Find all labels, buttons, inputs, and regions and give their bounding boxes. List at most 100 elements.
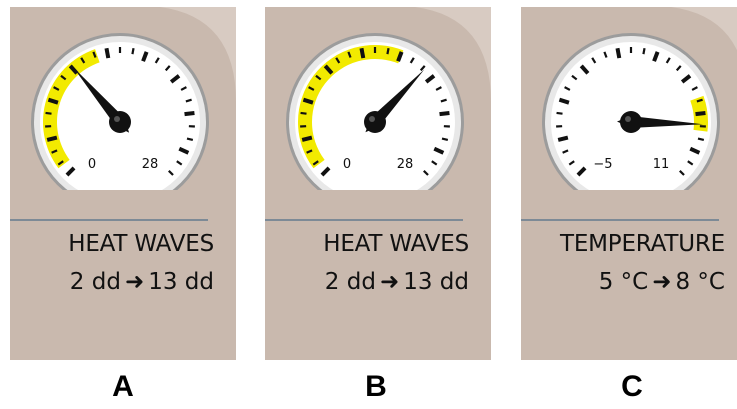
gauge-tick [564, 86, 571, 91]
gauge-tick [579, 64, 590, 75]
gauge-tick [439, 110, 450, 117]
gauge-tick [68, 64, 79, 75]
gauge-tick [176, 160, 183, 166]
gauge-tick [308, 86, 315, 91]
gauge-tick [695, 110, 706, 117]
gauge-tick [104, 47, 111, 59]
gauge-tick [65, 166, 76, 177]
gauge-tick [312, 160, 319, 166]
gauge-tick [680, 74, 692, 84]
needle-hub [620, 111, 642, 133]
panel-corner-shade [160, 7, 236, 102]
panel-corner-shade [415, 7, 491, 102]
gauge-b: 0 28 [265, 7, 491, 219]
panel-b: 0 28 HEAT WAVES 2 dd ➜ 13 dd [265, 7, 491, 360]
value-to: 8 °C [675, 269, 725, 295]
gauge-tick [571, 74, 578, 81]
gauge-tick [51, 149, 58, 154]
gauge-cutoff [10, 190, 236, 219]
gauge-tick [80, 57, 86, 64]
gauge-tick [131, 48, 135, 55]
gauge-tick [302, 97, 314, 105]
gauge-tick [568, 160, 575, 166]
gauge-tick [431, 160, 438, 166]
gauge-tick [424, 74, 436, 84]
needle-hub [109, 111, 131, 133]
highlight-band [42, 49, 100, 169]
gauge-tick [306, 149, 313, 154]
gauge-tick [558, 97, 570, 105]
gauge-tick [300, 111, 307, 115]
divider [265, 219, 463, 221]
gauge-tick [697, 137, 705, 142]
gauge-tick [185, 98, 192, 103]
panel-title: TEMPERATURE [559, 231, 725, 257]
value-from: 2 dd [324, 269, 376, 295]
scale-min-label: −5 [593, 157, 612, 172]
gauge-tick [679, 170, 685, 176]
divider [10, 219, 208, 221]
gauge-tick [557, 135, 569, 142]
gauge-tick [46, 135, 58, 142]
gauge-tick [57, 160, 64, 166]
gauge-tick [359, 47, 366, 59]
gauge-a: 0 28 [10, 7, 236, 219]
gauge-cutoff [265, 190, 491, 219]
scale-min-label: 0 [343, 157, 351, 172]
gauge-tick [53, 86, 60, 91]
gauge-tick [556, 111, 563, 115]
gauge-tick [687, 160, 694, 166]
value-to: 13 dd [148, 269, 214, 295]
scale-max-label: 28 [397, 157, 414, 172]
gauge-tick [186, 137, 194, 142]
gauge-tick [409, 57, 415, 64]
gauge-tick [180, 86, 187, 91]
gauge-tick [576, 166, 587, 177]
gauge-c: −5 11 [521, 7, 737, 219]
panel-title: HEAT WAVES [323, 231, 469, 257]
gauge-tick [591, 57, 597, 64]
scale-min-label: 0 [88, 157, 96, 172]
gauge-tick [691, 86, 698, 91]
gauge-cutoff [521, 190, 737, 219]
gauge-tick [386, 48, 390, 55]
gauge-tick [315, 74, 322, 81]
scale-max-label: 11 [653, 157, 670, 172]
value-from: 5 °C [598, 269, 649, 295]
gauge-tick [696, 98, 703, 103]
gauge-tick [440, 98, 447, 103]
gauge-tick [562, 149, 569, 154]
gauge-tick [169, 74, 181, 84]
gauge-tick [435, 86, 442, 91]
gauge-tick [675, 65, 682, 72]
gauge-tick [92, 51, 97, 58]
needle-hub-shine [369, 116, 375, 122]
divider [521, 219, 719, 221]
gauge-tick [335, 57, 341, 64]
gauge-tick [347, 51, 352, 58]
highlight-band [298, 45, 404, 169]
panel-letter-a: A [112, 370, 134, 403]
gauge-tick [47, 97, 59, 105]
value-to: 13 dd [403, 269, 469, 295]
needle-hub-shine [114, 116, 120, 122]
gauge-tick [320, 166, 331, 177]
scale-max-label: 28 [142, 157, 159, 172]
gauge-tick [652, 51, 660, 62]
panel-c: −5 11 TEMPERATURE 5 °C ➜ 8 °C [521, 7, 737, 360]
gauge-tick [323, 64, 334, 75]
gauge-tick [665, 57, 671, 64]
panel-corner-shade [671, 7, 737, 51]
gauge-tick [441, 137, 449, 142]
gauge-tick [419, 65, 426, 72]
gauge-tick [642, 48, 646, 55]
gauge-tick [301, 135, 313, 142]
gauge-tick [178, 146, 190, 155]
gauge-tick [168, 170, 174, 176]
panel-a: 0 28 HEAT WAVES 2 dd ➜ 13 dd [10, 7, 236, 360]
panel-letter-c: C [621, 370, 643, 403]
gauge-tick [141, 51, 149, 62]
gauge-tick [184, 110, 195, 117]
value-change: 2 dd ➜ 13 dd [70, 269, 214, 295]
gauge-tick [164, 65, 171, 72]
